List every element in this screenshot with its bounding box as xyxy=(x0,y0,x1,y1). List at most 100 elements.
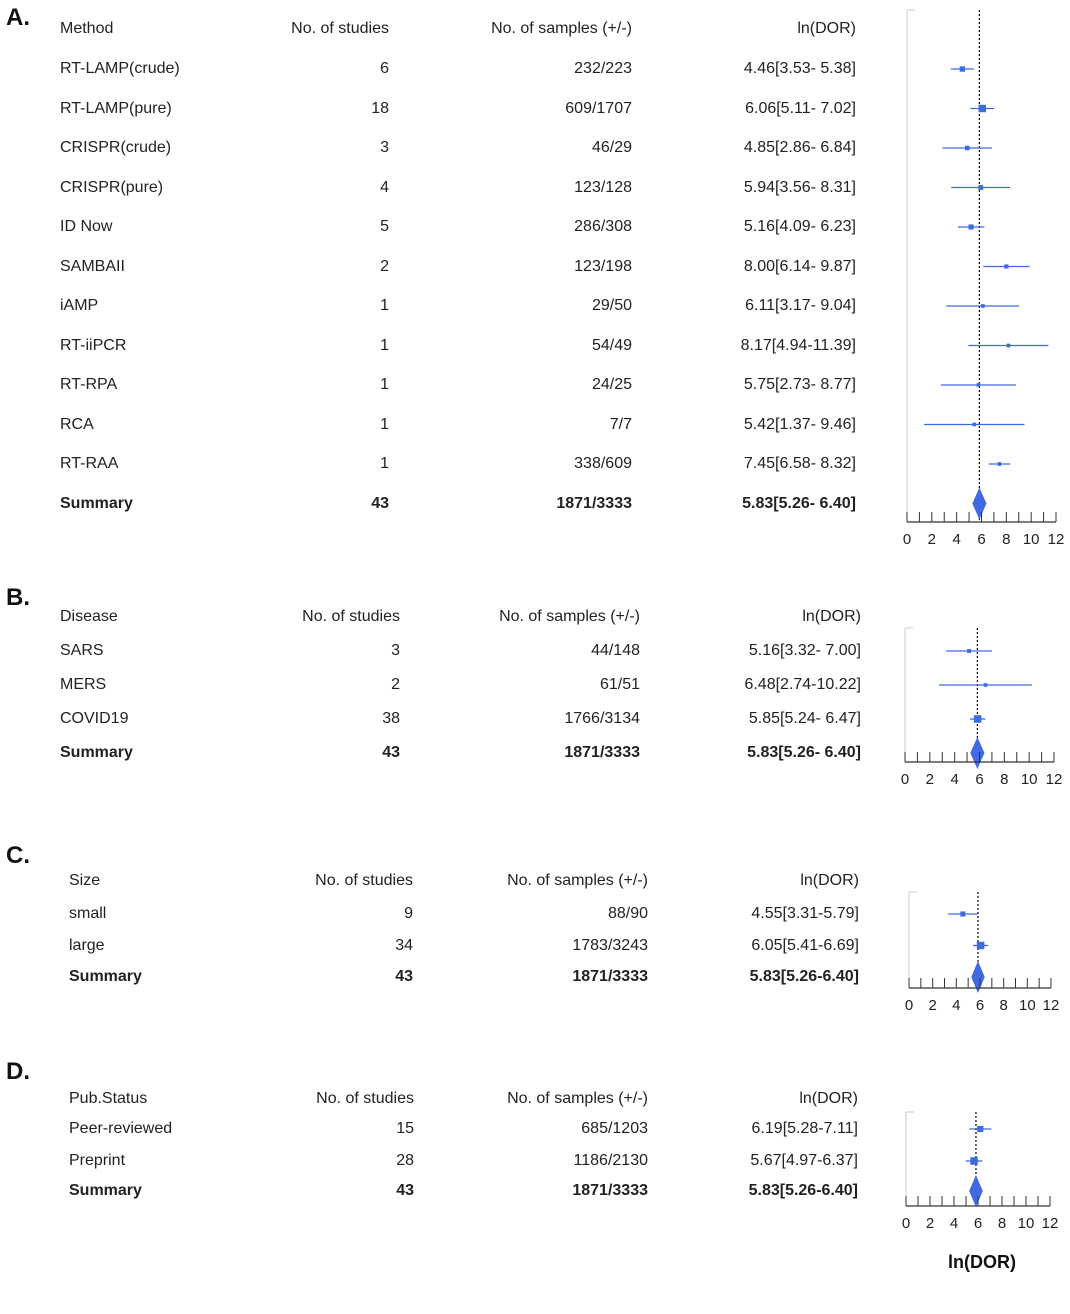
summary-lndor: 5.83[5.26- 6.40] xyxy=(742,494,856,512)
panel-letter: A. xyxy=(6,4,30,31)
row-samples: 685/1203 xyxy=(581,1120,648,1137)
point-estimate xyxy=(967,649,972,653)
row-samples: 609/1707 xyxy=(565,99,632,117)
x-tick-label: 0 xyxy=(902,1215,910,1232)
row-studies: 28 xyxy=(396,1152,414,1169)
row-samples: 123/128 xyxy=(574,178,632,196)
summary-diamond xyxy=(969,1175,983,1207)
summary-lndor: 5.83[5.26- 6.40] xyxy=(747,744,861,761)
column-header-studies: No. of studies xyxy=(316,1090,414,1107)
row-lndor: 5.85[5.24- 6.47] xyxy=(748,710,861,727)
row-label: Peer-reviewed xyxy=(69,1120,173,1137)
x-tick-label: 10 xyxy=(1019,997,1036,1014)
row-label: small xyxy=(69,905,107,922)
row-studies: 1 xyxy=(380,415,389,433)
row-samples: 88/90 xyxy=(607,905,648,922)
row-label: MERS xyxy=(60,676,107,693)
panel-letter: B. xyxy=(6,584,30,611)
row-samples: 232/223 xyxy=(574,60,632,77)
column-header-samples: No. of samples (+/-) xyxy=(507,872,648,889)
row-label: RCA xyxy=(60,415,94,433)
x-tick-label: 10 xyxy=(1018,1215,1035,1232)
point-estimate xyxy=(1006,343,1011,348)
summary-studies: 43 xyxy=(396,1182,414,1199)
x-tick-label: 4 xyxy=(950,771,958,788)
row-studies: 2 xyxy=(380,257,389,275)
row-studies: 5 xyxy=(380,218,389,235)
row-lndor: 5.16[4.09- 6.23] xyxy=(743,218,856,235)
row-label: ID Now xyxy=(60,218,113,235)
panel-c: C. Size No. of studies No. of samples (+/-)… xyxy=(0,838,1070,1098)
column-header-label: Disease xyxy=(60,608,118,625)
row-label: COVID19 xyxy=(60,710,129,727)
x-tick-label: 12 xyxy=(1048,531,1065,548)
x-tick-label: 6 xyxy=(974,1215,982,1232)
point-estimate xyxy=(978,104,986,113)
row-samples: 1783/3243 xyxy=(572,936,648,954)
row-lndor: 4.46[3.53- 5.38] xyxy=(743,60,856,77)
x-tick-label: 2 xyxy=(928,531,936,548)
row-label: RT-iiPCR xyxy=(60,336,127,354)
row-label: CRISPR(pure) xyxy=(60,178,164,196)
row-studies: 18 xyxy=(371,99,389,117)
panel-b: B. Disease No. of studies No. of samples (+… xyxy=(0,580,1070,840)
row-samples: 1186/2130 xyxy=(573,1152,648,1169)
row-lndor: 6.48[2.74-10.22] xyxy=(744,676,861,693)
point-estimate xyxy=(976,941,985,950)
panel-letter: C. xyxy=(6,842,30,869)
x-tick-label: 6 xyxy=(976,997,984,1014)
panel-d: D. Pub.Status No. of studies No. of samples… xyxy=(0,1054,1070,1314)
x-tick-label: 0 xyxy=(903,531,911,548)
forest-plot: 0 2 4 6 8 10 12 xyxy=(901,627,1062,788)
x-tick-label: 6 xyxy=(977,531,985,548)
x-axis-label: ln(DOR) xyxy=(948,1252,1016,1272)
row-lndor: 8.17[4.94-11.39] xyxy=(740,336,856,354)
panel-a: A. Method No. of studies No. of samples (+/… xyxy=(0,0,1070,548)
x-tick-label: 2 xyxy=(928,997,936,1014)
summary-studies: 43 xyxy=(371,494,389,512)
x-tick-label: 8 xyxy=(999,997,1007,1014)
column-header-label: Size xyxy=(69,872,101,889)
x-tick-label: 12 xyxy=(1043,997,1060,1014)
point-estimate xyxy=(981,304,985,308)
row-studies: 1 xyxy=(380,297,389,314)
summary-label: Summary xyxy=(69,968,142,985)
summary-samples: 1871/3333 xyxy=(572,968,648,985)
forest-plot: 0 2 4 6 8 10 12 xyxy=(902,1111,1059,1232)
point-estimate xyxy=(968,224,974,230)
row-studies: 4 xyxy=(380,178,389,196)
row-label: RT-RPA xyxy=(60,376,118,393)
x-tick-label: 8 xyxy=(1000,771,1008,788)
point-estimate xyxy=(960,911,966,917)
column-header-samples: No. of samples (+/-) xyxy=(499,608,640,625)
summary-samples: 1871/3333 xyxy=(556,494,632,512)
row-lndor: 8.00[6.14- 9.87] xyxy=(743,257,856,275)
x-tick-label: 0 xyxy=(901,771,909,788)
summary-lndor: 5.83[5.26-6.40] xyxy=(748,1182,858,1199)
x-tick-label: 8 xyxy=(998,1215,1006,1232)
row-studies: 9 xyxy=(404,905,413,922)
panel-letter: D. xyxy=(6,1058,30,1085)
column-header-lndor: ln(DOR) xyxy=(802,608,861,625)
row-studies: 15 xyxy=(396,1120,414,1137)
point-estimate xyxy=(970,1157,978,1165)
row-samples: 286/308 xyxy=(574,218,632,235)
row-label: iAMP xyxy=(60,297,99,314)
x-tick-label: 12 xyxy=(1042,1215,1059,1232)
row-studies: 2 xyxy=(391,676,400,693)
forest-plot: 0 2 4 6 8 10 12 xyxy=(905,891,1060,1014)
row-studies: 3 xyxy=(391,642,400,659)
point-estimate xyxy=(1004,264,1009,269)
summary-samples: 1871/3333 xyxy=(572,1182,648,1199)
row-lndor: 5.75[2.73- 8.77] xyxy=(743,376,856,393)
point-estimate xyxy=(973,715,982,723)
row-studies: 38 xyxy=(382,710,400,727)
row-samples: 46/29 xyxy=(591,139,632,156)
row-lndor: 5.94[3.56- 8.31] xyxy=(743,178,856,196)
row-samples: 24/25 xyxy=(591,376,632,393)
x-tick-label: 4 xyxy=(950,1215,958,1232)
row-samples: 61/51 xyxy=(599,676,640,693)
row-lndor: 6.05[5.41-6.69] xyxy=(751,936,859,954)
x-tick-label: 8 xyxy=(1002,531,1010,548)
column-header-samples: No. of samples (+/-) xyxy=(507,1090,648,1107)
